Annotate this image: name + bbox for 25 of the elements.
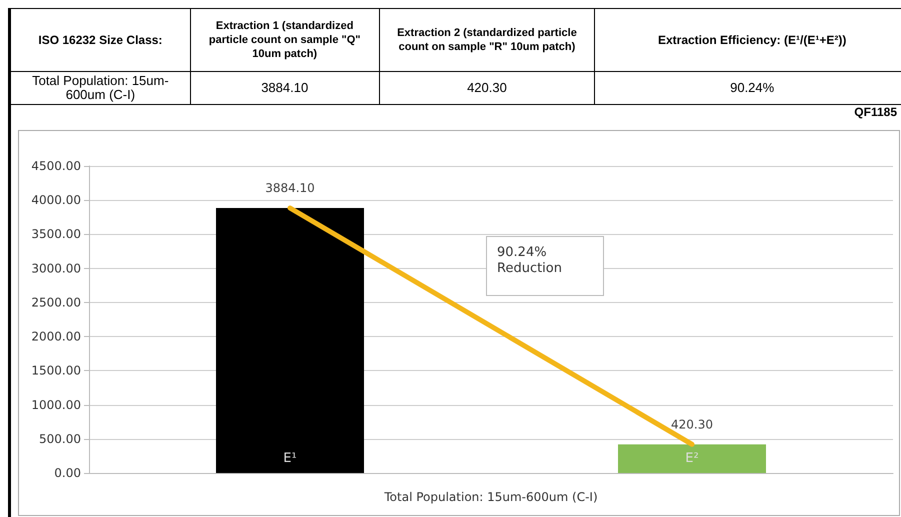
data-label: 420.30: [671, 417, 713, 432]
text: Extraction 1 (standardized particle count on sample "Q" 10um patch): [190, 8, 380, 72]
y-tick-label: 0.00: [54, 466, 81, 480]
text-box: 90.24% Reduction: [486, 236, 604, 296]
y-tick-label: 4000.00: [31, 193, 81, 208]
y-tick-label: 2500.00: [31, 295, 81, 310]
y-tick-label: 1000.00: [31, 398, 81, 412]
y-tick-label: 3000.00: [31, 261, 81, 276]
x-tick-label: E¹: [283, 451, 297, 466]
y-tick-label: 500.00: [39, 432, 81, 446]
text: Total Population: 15um-600um (C-I): [10, 72, 190, 104]
x-tick-label: E²: [685, 451, 699, 466]
data-label: 3884.10: [265, 181, 315, 196]
y-tick-label: 1500.00: [31, 364, 81, 378]
text: Extraction 2 (standardized particle count on sample "R" 10um patch): [379, 8, 595, 72]
text: QF1185: [854, 105, 897, 119]
y-tick-label: 3500.00: [31, 227, 81, 242]
y-tick-label: 2000.00: [31, 330, 81, 344]
text: 3884.10: [190, 72, 380, 104]
text: 420.30: [379, 72, 595, 104]
x-axis-title: Total Population: 15um-600um (C-I): [383, 490, 598, 504]
text: ISO 16232 Size Class:: [10, 8, 190, 72]
text: Extraction Efficiency: (E¹/(E¹+E²)): [594, 8, 901, 72]
y-tick-label: 4500.00: [31, 159, 81, 173]
text: 90.24%: [594, 72, 901, 104]
